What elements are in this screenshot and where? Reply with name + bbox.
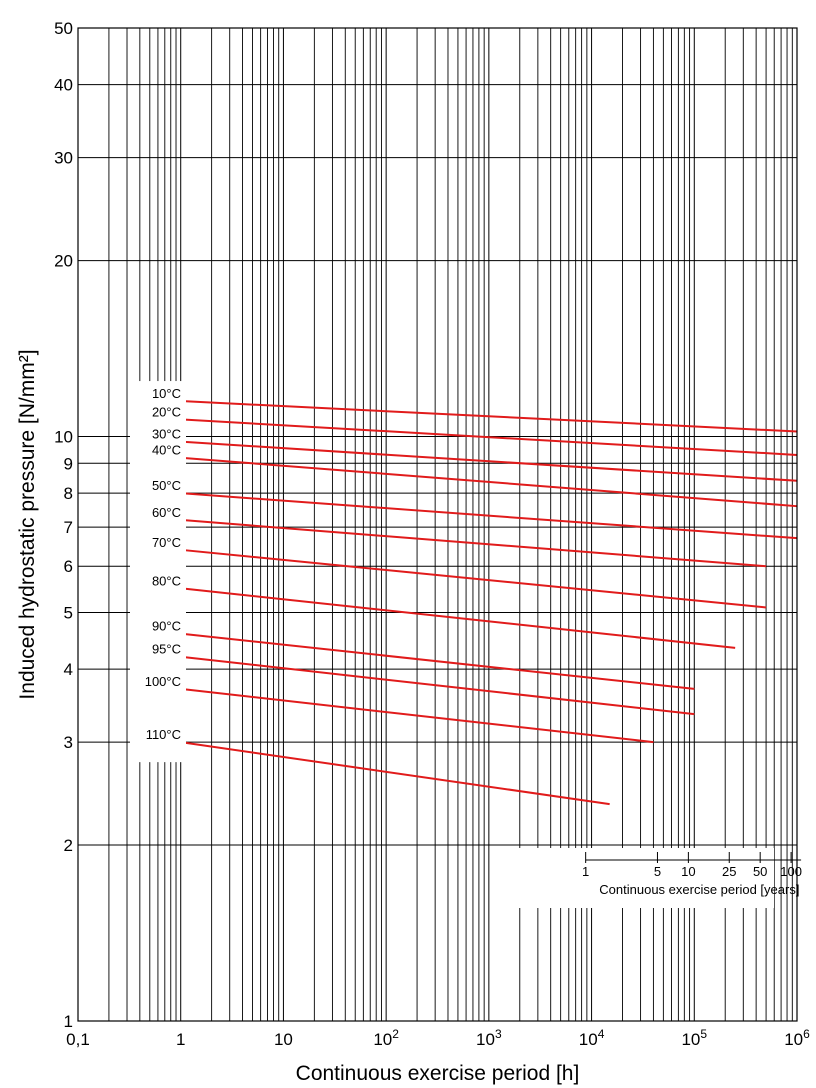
series-label: 20°C	[152, 404, 181, 419]
x-tick-label: 1	[176, 1030, 185, 1049]
x-tick-label: 104	[579, 1027, 605, 1049]
y-tick-label: 50	[54, 19, 73, 38]
years-tick-label: 25	[722, 864, 736, 879]
years-tick-label: 1	[582, 864, 589, 879]
series-line	[180, 548, 767, 609]
series-line	[180, 456, 798, 508]
series-labels: 10°C 20°C 30°C40°C 50°C 60°C 70°C 80°C 90°C 95°C…	[145, 386, 181, 742]
series-line	[180, 492, 798, 540]
years-axis-label: Continuous exercise period [years]	[599, 882, 799, 897]
y-tick-label: 10	[54, 428, 73, 447]
y-tick-label: 8	[64, 484, 73, 503]
y-tick-label: 1	[64, 1012, 73, 1031]
series-label: 30°C	[152, 427, 181, 442]
series-label: 10°C	[152, 386, 181, 401]
series-lines	[180, 400, 798, 806]
x-axis-label: Continuous exercise period [h]	[296, 1062, 580, 1085]
series-label: 110°C	[146, 727, 181, 742]
series-label: 95°C	[152, 642, 181, 657]
series-label: 90°C	[152, 619, 181, 634]
y-tick-label: 2	[64, 836, 73, 855]
series-label: 80°C	[152, 573, 181, 588]
y-tick-label: 7	[64, 518, 73, 537]
series-label: 50°C	[152, 478, 181, 493]
years-axis-inset: 1 5 10 25 50 100 Continuous exercise period [y…	[510, 848, 802, 908]
years-tick-label: 10	[681, 864, 695, 879]
series-line	[180, 518, 767, 568]
series-line	[180, 440, 798, 482]
plot-frame	[77, 27, 798, 1022]
y-tick-label: 40	[54, 76, 73, 95]
y-tick-label: 4	[64, 660, 73, 679]
series-label: 40°C	[152, 443, 181, 458]
y-tick-label: 9	[64, 454, 73, 473]
x-tick-labels: 0,1 1 10 102 103 104 105 106	[66, 1027, 810, 1049]
series-label: 100°C	[145, 674, 181, 689]
x-tick-label: 105	[681, 1027, 707, 1049]
y-tick-labels: 1 2 3 4 5 6 7 8 9 10 20 30 40 50	[54, 19, 73, 1031]
series-line	[180, 655, 695, 716]
series-label: 70°C	[152, 535, 181, 550]
y-tick-label: 30	[54, 149, 73, 168]
series-line	[180, 400, 798, 433]
y-axis-label: Induced hydrostatic pressure [N/mm²]	[16, 349, 39, 699]
series-label: 60°C	[152, 505, 181, 520]
series-line	[180, 632, 695, 690]
series-label-mask	[130, 381, 186, 763]
years-tick-label: 100	[780, 864, 802, 879]
y-tick-label: 5	[64, 603, 73, 622]
x-tick-label: 103	[476, 1027, 502, 1049]
x-tick-label: 102	[373, 1027, 399, 1049]
years-tick-label: 50	[753, 864, 767, 879]
series-line	[180, 741, 610, 806]
y-tick-label: 6	[64, 557, 73, 576]
series-line	[180, 687, 654, 744]
x-tick-label: 106	[784, 1027, 810, 1049]
series-line	[180, 587, 736, 649]
y-tick-label: 20	[54, 252, 73, 271]
series-line	[180, 418, 798, 456]
years-tick-label: 5	[654, 864, 661, 879]
x-tick-label: 0,1	[66, 1030, 90, 1049]
y-tick-label: 3	[64, 733, 73, 752]
x-tick-label: 10	[274, 1030, 293, 1049]
years-axis-background	[510, 848, 774, 908]
